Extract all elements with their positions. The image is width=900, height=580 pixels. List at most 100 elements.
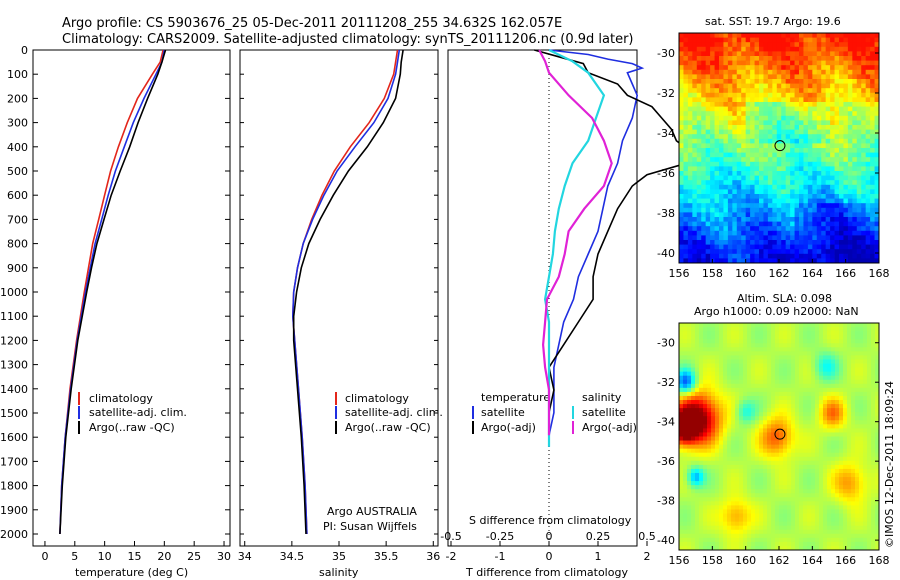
map-cell — [695, 448, 700, 454]
map-cell — [874, 244, 880, 250]
map-cell — [754, 138, 760, 144]
map-cell — [855, 477, 860, 482]
map-cell — [791, 408, 796, 413]
map-cell — [791, 464, 796, 470]
map-cell — [714, 138, 720, 144]
map-cell — [874, 37, 880, 43]
map-cell — [847, 505, 852, 510]
map-cell — [827, 383, 832, 389]
map-cell — [687, 65, 693, 71]
map-cell — [861, 152, 867, 158]
map-cell — [679, 97, 684, 103]
map-cell — [683, 60, 689, 66]
map-cell — [711, 400, 716, 405]
map-cell — [687, 152, 693, 158]
map-cell — [787, 355, 792, 360]
map-cell — [772, 166, 778, 172]
x-tick-label: 15 — [127, 550, 141, 563]
map-cell — [807, 521, 812, 527]
map-cell — [679, 501, 684, 506]
map-cell — [835, 420, 840, 425]
map-cell — [747, 428, 752, 433]
map-cell — [747, 359, 752, 364]
map-cell — [743, 420, 748, 425]
map-cell — [699, 436, 704, 441]
map-cell — [715, 485, 720, 490]
map-cell — [699, 343, 704, 348]
map-cell — [779, 408, 784, 413]
map-cell — [703, 331, 708, 336]
map-cell — [679, 464, 684, 470]
map-cell — [714, 175, 720, 181]
map-cell — [811, 444, 816, 450]
map-cell — [843, 513, 848, 518]
map-cell — [723, 88, 729, 94]
map-cell — [865, 33, 871, 38]
map-cell — [695, 521, 700, 527]
map-cell — [835, 367, 840, 373]
map-cell — [767, 129, 773, 135]
map-cell — [739, 505, 744, 510]
map-cell — [687, 375, 692, 381]
map-cell — [791, 448, 796, 454]
map-cell — [781, 207, 787, 213]
map-cell — [851, 464, 856, 470]
map-cell — [812, 198, 818, 204]
map-cell — [679, 448, 684, 454]
map-cell — [683, 359, 688, 364]
map-cell — [767, 217, 773, 222]
map-cell — [719, 517, 724, 523]
map-cell — [751, 468, 756, 474]
map-cell — [701, 106, 707, 112]
map-cell — [794, 235, 800, 241]
map-cell — [739, 375, 744, 381]
map-cell — [741, 152, 747, 158]
map-cell — [715, 416, 720, 421]
map-cell — [787, 416, 792, 421]
map-cell — [707, 387, 712, 393]
map-cell — [815, 464, 820, 470]
map-cell — [743, 424, 748, 429]
map-cell — [847, 212, 853, 218]
map-cell — [701, 166, 707, 172]
map-cell — [691, 412, 696, 417]
map-cell — [851, 440, 856, 445]
map-cell — [807, 339, 812, 344]
map-cell — [687, 161, 693, 167]
map-cell — [781, 37, 787, 43]
map-cell — [679, 217, 684, 222]
map-cell — [714, 253, 720, 259]
map-cell — [731, 416, 736, 421]
map-cell — [679, 203, 684, 209]
map-cell — [799, 152, 804, 158]
map-cell — [781, 102, 787, 107]
map-cell — [799, 489, 804, 494]
map-cell — [710, 37, 715, 43]
map-cell — [692, 166, 698, 172]
map-cell — [710, 161, 715, 167]
map-cell — [775, 375, 780, 381]
map-cell — [707, 379, 712, 385]
map-cell — [759, 226, 764, 232]
map-cell — [835, 359, 840, 364]
map-cell — [735, 351, 740, 356]
map-cell — [847, 501, 852, 506]
map-cell — [799, 452, 804, 458]
map-cell — [714, 60, 720, 66]
map-cell — [775, 331, 780, 336]
map-cell — [723, 175, 729, 181]
map-cell — [755, 331, 760, 336]
map-cell — [867, 335, 872, 340]
map-cell — [755, 517, 760, 523]
map-cell — [870, 120, 875, 126]
map-cell — [830, 212, 835, 218]
map-cell — [767, 184, 773, 190]
map-cell — [701, 189, 707, 195]
map-cell — [707, 343, 712, 348]
map-cell — [747, 391, 752, 397]
map-cell — [803, 152, 809, 158]
map-cell — [759, 138, 764, 144]
map-cell — [714, 69, 720, 75]
map-cell — [732, 249, 738, 255]
map-cell — [812, 88, 818, 94]
